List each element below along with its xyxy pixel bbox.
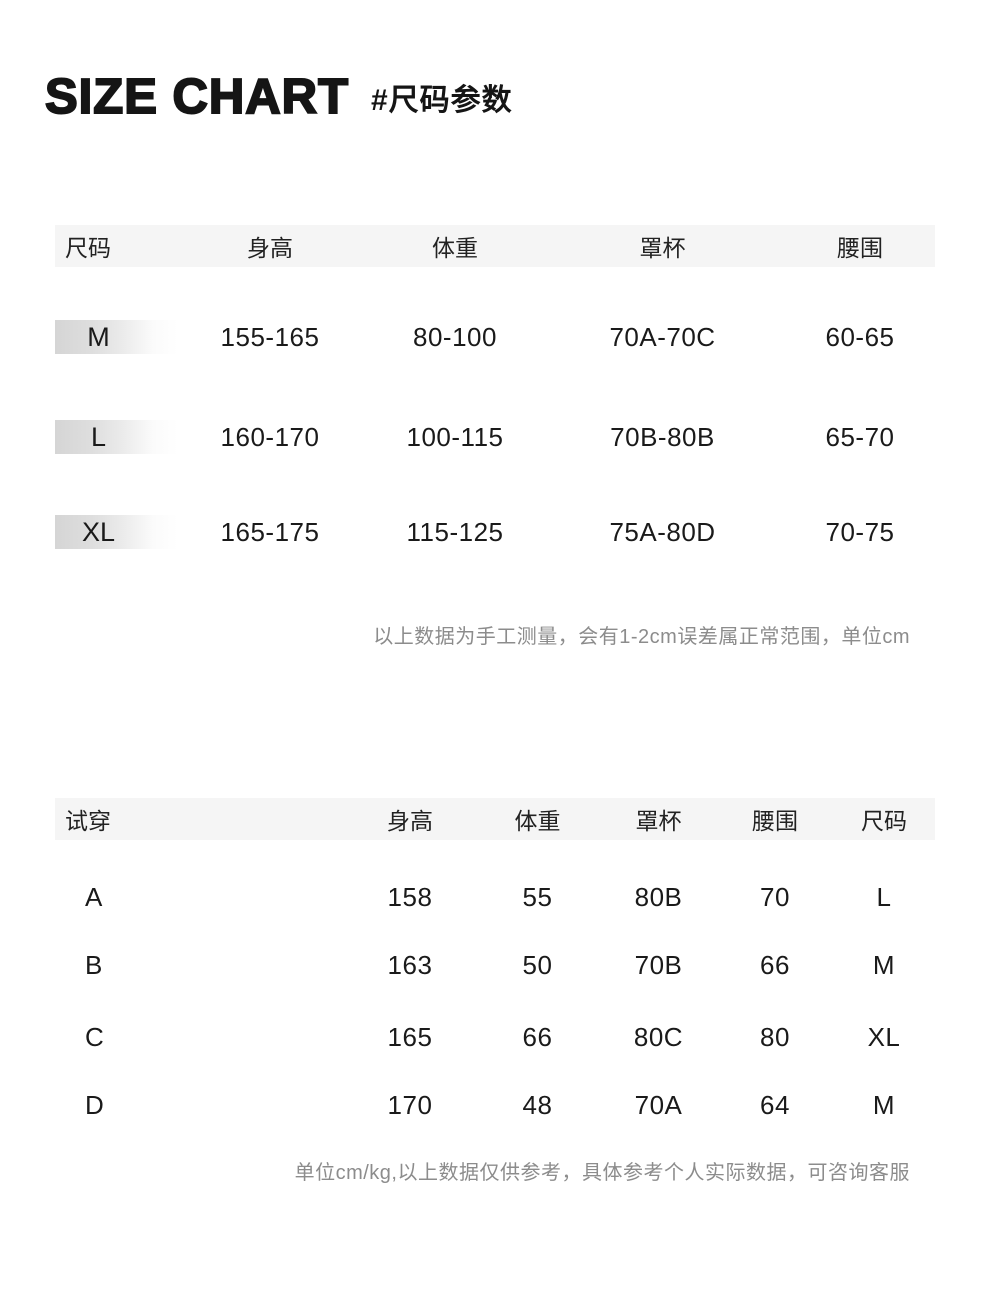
height-value: 163: [387, 949, 433, 980]
page-header: SIZE CHART #尺码参数: [44, 70, 513, 124]
weight-value: 55: [522, 881, 553, 912]
height-value: 165: [387, 1021, 433, 1052]
try-on-header-cup: 罩杯: [635, 808, 682, 834]
size-badge: XL: [55, 515, 178, 549]
cup-value: 80C: [633, 1021, 684, 1052]
try-on-header-model: 试穿: [65, 808, 111, 834]
page-subtitle: #尺码参数: [371, 84, 513, 118]
size-table-row: M 155-165 80-100 70A-70C 60-65: [55, 316, 935, 358]
try-on-table-row: A 158 55 80B 70 L: [55, 876, 935, 918]
size-badge-cell: M: [55, 320, 178, 354]
size-badge-cell: XL: [55, 515, 178, 549]
size-value: M: [872, 949, 896, 980]
height-value: 155-165: [220, 321, 320, 352]
model-value: A: [85, 881, 103, 912]
height-value: 165-175: [220, 516, 320, 547]
weight-value: 50: [522, 949, 553, 980]
size-table-header-weight: 体重: [432, 235, 478, 261]
size-table-header-height: 身高: [247, 235, 293, 261]
try-on-header-weight: 体重: [514, 808, 561, 834]
cup-value: 70A: [634, 1089, 683, 1120]
waist-value: 65-70: [825, 421, 895, 452]
size-value: L: [876, 881, 892, 912]
size-table-header: 尺码 身高 体重 罩杯 腰围: [55, 225, 935, 267]
waist-value: 60-65: [825, 321, 895, 352]
height-value: 158: [387, 881, 433, 912]
weight-value: 66: [522, 1021, 553, 1052]
cup-value: 70B-80B: [610, 421, 715, 452]
try-on-table-note: 单位cm/kg,以上数据仅供参考，具体参考个人实际数据，可咨询客服: [294, 1162, 910, 1184]
size-table-header-waist: 腰围: [837, 235, 883, 261]
try-on-header-height: 身高: [387, 808, 433, 834]
size-table-note: 以上数据为手工测量，会有1-2cm误差属正常范围，单位cm: [373, 626, 910, 648]
weight-value: 115-125: [406, 516, 504, 547]
cup-value: 80B: [634, 881, 683, 912]
cup-value: 75A-80D: [609, 516, 716, 547]
page-title: SIZE CHART: [44, 70, 349, 124]
waist-value: 70: [760, 881, 790, 912]
waist-value: 80: [760, 1021, 790, 1052]
try-on-table-row: C 165 66 80C 80 XL: [55, 1016, 935, 1058]
size-table-row: L 160-170 100-115 70B-80B 65-70: [55, 416, 935, 458]
weight-value: 48: [522, 1089, 553, 1120]
weight-value: 80-100: [413, 321, 497, 352]
height-value: 160-170: [220, 421, 320, 452]
try-on-header-waist: 腰围: [752, 808, 798, 834]
size-table-header-cup: 罩杯: [639, 235, 686, 261]
waist-value: 66: [760, 949, 790, 980]
model-value: B: [85, 949, 103, 980]
try-on-table-header: 试穿 身高 体重 罩杯 腰围 尺码: [55, 798, 935, 840]
height-value: 170: [387, 1089, 433, 1120]
model-value: C: [85, 1021, 105, 1052]
try-on-table-row: D 170 48 70A 64 M: [55, 1084, 935, 1126]
size-table-row: XL 165-175 115-125 75A-80D 70-75: [55, 511, 935, 553]
try-on-header-size: 尺码: [861, 808, 907, 834]
weight-value: 100-115: [406, 421, 504, 452]
size-value: XL: [867, 1021, 901, 1052]
size-badge: L: [55, 420, 178, 454]
waist-value: 70-75: [825, 516, 895, 547]
size-value: M: [872, 1089, 896, 1120]
cup-value: 70B: [634, 949, 683, 980]
size-table-header-size: 尺码: [65, 235, 111, 261]
try-on-table-row: B 163 50 70B 66 M: [55, 944, 935, 986]
size-badge: M: [55, 320, 178, 354]
model-value: D: [85, 1089, 105, 1120]
cup-value: 70A-70C: [609, 321, 716, 352]
waist-value: 64: [760, 1089, 790, 1120]
size-badge-cell: L: [55, 420, 178, 454]
